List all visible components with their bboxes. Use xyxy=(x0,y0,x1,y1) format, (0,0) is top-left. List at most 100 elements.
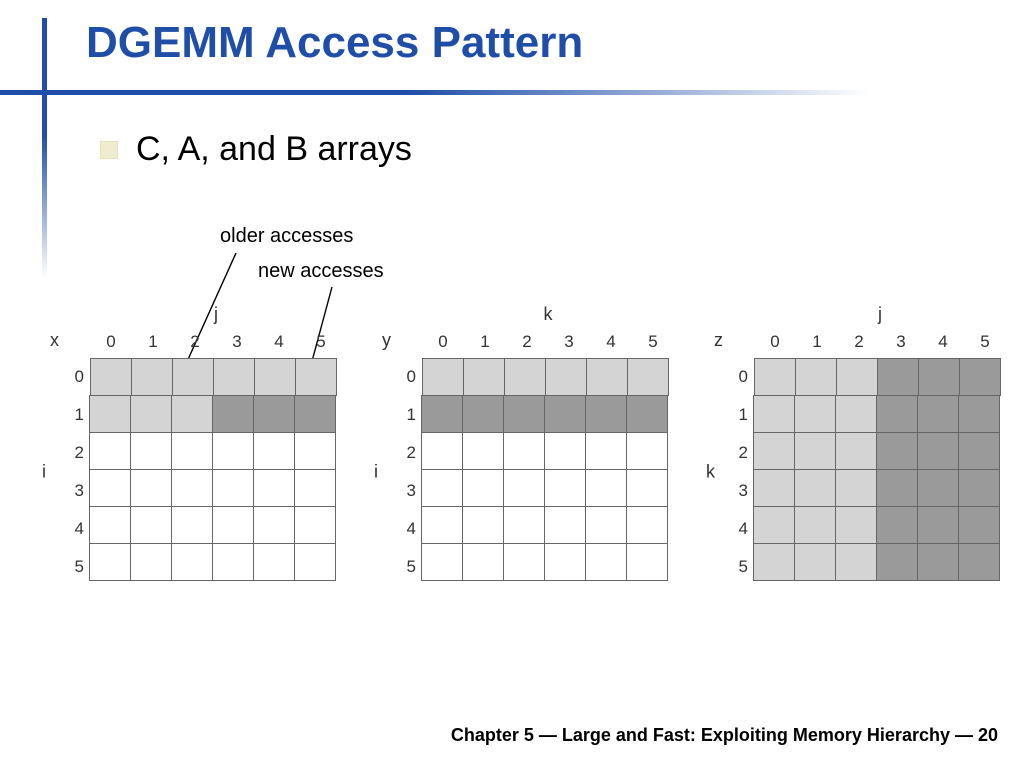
grid-cell xyxy=(794,432,836,470)
row-headers: 012345 xyxy=(730,358,748,586)
grid-row xyxy=(754,396,1001,433)
row-axis-label: i xyxy=(42,462,46,483)
column-header: 5 xyxy=(632,332,674,352)
grid-cell xyxy=(544,543,586,581)
grid-cell xyxy=(626,543,668,581)
grid-cell xyxy=(753,432,795,470)
row-header: 0 xyxy=(66,358,84,396)
column-header: 2 xyxy=(838,332,880,352)
grid-cell xyxy=(627,358,669,396)
column-axis-label: j xyxy=(878,304,882,325)
grid-cell xyxy=(795,358,837,396)
row-axis-label: i xyxy=(374,462,378,483)
grid-cell xyxy=(213,358,255,396)
grid-cell xyxy=(212,395,254,433)
grid-row xyxy=(90,507,337,544)
row-header: 3 xyxy=(66,472,84,510)
column-header: 3 xyxy=(880,332,922,352)
grid-cell xyxy=(585,543,627,581)
grid-row xyxy=(754,470,1001,507)
grid-body xyxy=(754,358,1001,581)
grid-cell xyxy=(253,432,295,470)
grid-cell xyxy=(421,395,463,433)
grid-cell xyxy=(876,469,918,507)
grid-cell xyxy=(89,543,131,581)
grid-cell xyxy=(89,395,131,433)
column-header: 4 xyxy=(258,332,300,352)
column-header: 0 xyxy=(422,332,464,352)
row-header: 1 xyxy=(730,396,748,434)
grid-cell xyxy=(462,543,504,581)
grid-cell xyxy=(130,469,172,507)
grid-cell xyxy=(294,469,336,507)
grid-cell xyxy=(917,469,959,507)
grid-panels-row: xji012345012345yki012345012345zjk0123450… xyxy=(46,330,1010,598)
slide-title-region: DGEMM Access Pattern xyxy=(40,18,1004,68)
grid-cell xyxy=(545,358,587,396)
grid-cell xyxy=(503,395,545,433)
grid-cell xyxy=(876,395,918,433)
column-header: 1 xyxy=(132,332,174,352)
grid-cell xyxy=(171,395,213,433)
grid-row xyxy=(422,470,669,507)
grid-cell xyxy=(876,506,918,544)
grid-cell xyxy=(294,395,336,433)
slide-footer: Chapter 5 — Large and Fast: Exploiting M… xyxy=(451,725,998,746)
grid-cell xyxy=(171,432,213,470)
row-header: 4 xyxy=(730,510,748,548)
row-header: 4 xyxy=(66,510,84,548)
grid-row xyxy=(754,507,1001,544)
column-header: 5 xyxy=(300,332,342,352)
row-header: 2 xyxy=(398,434,416,472)
grid-cell xyxy=(958,543,1000,581)
grid-cell xyxy=(462,395,504,433)
grid-cell xyxy=(794,395,836,433)
row-header: 0 xyxy=(398,358,416,396)
grid-cell xyxy=(462,506,504,544)
grid-cell xyxy=(794,543,836,581)
grid-cell xyxy=(835,543,877,581)
grid-row xyxy=(754,544,1001,581)
grid-cell xyxy=(212,506,254,544)
grid-cell xyxy=(794,506,836,544)
grid-cell xyxy=(544,432,586,470)
grid-cell xyxy=(917,395,959,433)
grid-cell xyxy=(503,506,545,544)
column-header: 4 xyxy=(922,332,964,352)
grid-panel: zjk012345012345 xyxy=(710,330,1010,598)
grid-cell xyxy=(504,358,546,396)
row-header: 2 xyxy=(730,434,748,472)
grid-cell xyxy=(89,469,131,507)
grid-cell xyxy=(835,469,877,507)
column-headers: 012345 xyxy=(422,332,674,352)
slide-title: DGEMM Access Pattern xyxy=(40,18,1004,68)
grid-cell xyxy=(836,358,878,396)
grid-cell xyxy=(212,432,254,470)
grid-cell xyxy=(253,543,295,581)
grid-cell xyxy=(753,543,795,581)
grid-body xyxy=(90,358,337,581)
row-header: 2 xyxy=(66,434,84,472)
column-axis-label: j xyxy=(214,304,218,325)
grid-cell xyxy=(462,469,504,507)
grid-cell xyxy=(753,506,795,544)
row-header: 5 xyxy=(66,548,84,586)
column-header: 1 xyxy=(464,332,506,352)
grid-cell xyxy=(754,358,796,396)
grid-cell xyxy=(753,469,795,507)
grid-cell xyxy=(876,432,918,470)
grid-cell xyxy=(172,358,214,396)
older-accesses-label: older accesses xyxy=(220,225,353,248)
grid-cell xyxy=(917,506,959,544)
grid-cell xyxy=(131,358,173,396)
grid-cell xyxy=(918,358,960,396)
grid-row xyxy=(422,358,669,396)
column-header: 4 xyxy=(590,332,632,352)
grid-row xyxy=(422,396,669,433)
grid-row xyxy=(754,433,1001,470)
column-headers: 012345 xyxy=(754,332,1006,352)
grid-cell xyxy=(917,432,959,470)
grid-cell xyxy=(89,432,131,470)
grid-cell xyxy=(171,469,213,507)
grid-cell xyxy=(295,358,337,396)
